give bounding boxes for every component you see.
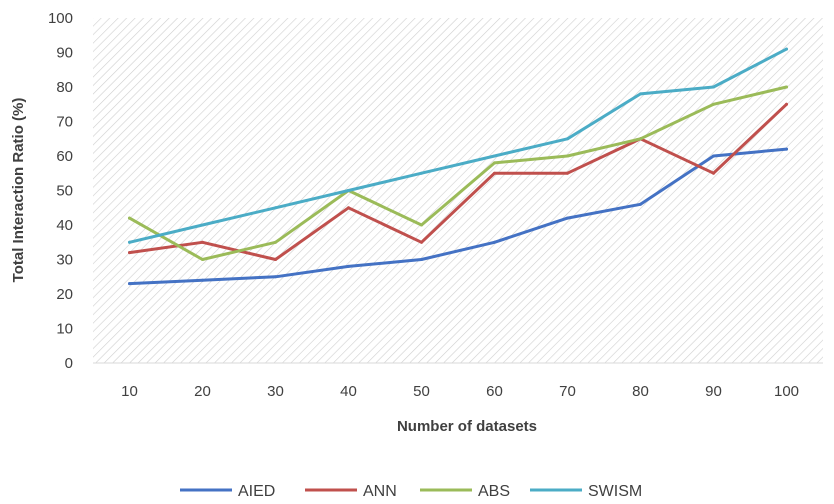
- y-tick-label: 100: [48, 10, 73, 27]
- data-point-abs: [712, 102, 715, 106]
- x-tick-label: 70: [559, 383, 576, 400]
- y-tick-label: 50: [56, 183, 73, 200]
- data-point-swism: [420, 171, 423, 175]
- y-tick-label: 20: [56, 286, 73, 303]
- data-point-swism: [201, 223, 204, 227]
- data-point-aied: [128, 282, 131, 286]
- data-point-ann: [420, 240, 423, 244]
- y-tick-label: 70: [56, 114, 73, 131]
- y-tick-label: 0: [65, 355, 73, 372]
- y-tick-label: 30: [56, 252, 73, 269]
- data-point-aied: [420, 258, 423, 261]
- x-tick-label: 50: [413, 383, 430, 400]
- data-point-ann: [566, 171, 569, 175]
- plot-area-background: [93, 18, 823, 363]
- data-point-ann: [347, 206, 350, 210]
- legend-label-swism: SWISM: [588, 483, 642, 500]
- x-axis-title: Number of datasets: [397, 418, 537, 435]
- x-tick-label: 90: [705, 383, 722, 400]
- data-point-aied: [493, 240, 496, 244]
- data-point-aied: [639, 202, 642, 206]
- data-point-swism: [347, 189, 350, 192]
- data-point-ann: [201, 240, 204, 244]
- data-point-abs: [420, 223, 423, 227]
- data-point-aied: [347, 264, 350, 268]
- data-point-swism: [566, 137, 569, 141]
- series-line-aied: [128, 147, 788, 286]
- x-tick-label: 80: [632, 383, 649, 400]
- data-point-abs: [493, 161, 496, 165]
- data-point-swism: [128, 240, 131, 244]
- data-point-abs: [128, 216, 131, 220]
- x-tick-label: 30: [267, 383, 284, 400]
- data-point-aied: [201, 278, 204, 282]
- y-tick-label: 80: [56, 79, 73, 96]
- data-point-swism: [274, 206, 277, 210]
- data-point-aied: [566, 216, 569, 220]
- data-point-abs: [785, 85, 788, 89]
- data-point-abs: [201, 258, 204, 261]
- x-tick-label: 20: [194, 383, 211, 400]
- legend-label-ann: ANN: [363, 483, 397, 500]
- data-point-ann: [274, 258, 277, 261]
- x-tick-label: 40: [340, 383, 357, 400]
- y-tick-label: 60: [56, 148, 73, 165]
- legend-label-abs: ABS: [478, 483, 510, 500]
- data-point-swism: [493, 154, 496, 158]
- data-point-ann: [493, 171, 496, 175]
- data-point-swism: [639, 92, 642, 96]
- series-line-swism: [128, 47, 788, 244]
- data-point-abs: [566, 154, 569, 158]
- y-tick-label: 10: [56, 321, 73, 338]
- y-tick-label: 40: [56, 217, 73, 234]
- data-point-ann: [128, 251, 131, 255]
- x-tick-label: 100: [774, 383, 799, 400]
- data-point-ann: [712, 171, 715, 175]
- data-point-abs: [639, 137, 642, 141]
- data-point-swism: [712, 85, 715, 89]
- axes-layer: 0 10 20 30 40 50 60 70 80 90 100 10 20 30 40 50 60 70 80 90…: [48, 10, 823, 400]
- data-point-ann: [785, 102, 788, 106]
- x-tick-label: 60: [486, 383, 503, 400]
- legend: AIED ANN ABS SWISM: [180, 483, 642, 500]
- series-line-abs: [128, 85, 788, 261]
- data-point-aied: [274, 275, 277, 279]
- x-tick-label: 10: [121, 383, 138, 400]
- data-point-abs: [274, 240, 277, 244]
- y-tick-label: 90: [56, 45, 73, 62]
- legend-label-aied: AIED: [238, 483, 275, 500]
- y-axis-title: Total Interaction Ratio (%): [10, 98, 27, 283]
- plot-layer: [128, 47, 788, 286]
- data-point-aied: [712, 154, 715, 158]
- data-point-aied: [785, 147, 788, 151]
- data-point-swism: [785, 47, 788, 51]
